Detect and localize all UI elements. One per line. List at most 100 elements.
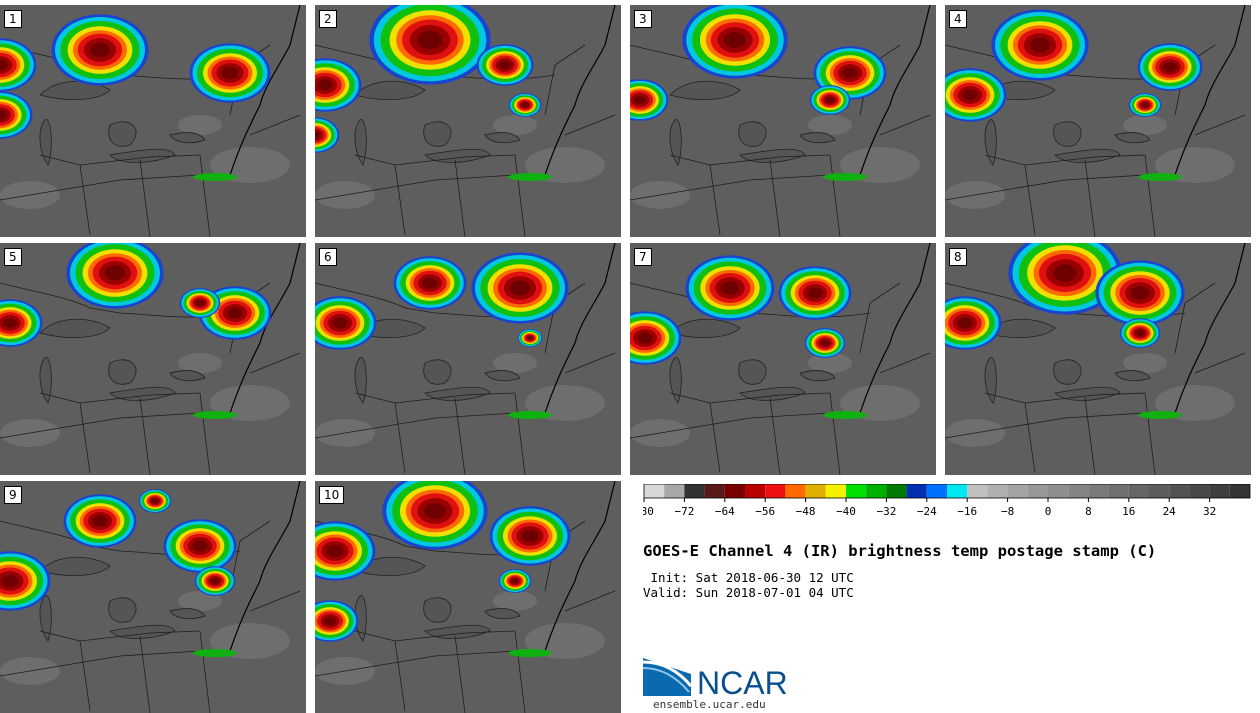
cloud-cell (498, 569, 532, 593)
cloud-cell (1008, 243, 1122, 315)
cloud-cell (315, 521, 376, 581)
colorbar-segment (987, 484, 1008, 498)
colorbar-segment (886, 484, 907, 498)
cloud-cell (471, 252, 569, 324)
cloud-cell (163, 519, 237, 573)
colorbar-tick-label: −48 (796, 505, 816, 518)
cloud-cell (1137, 43, 1203, 91)
colorbar-segment (684, 484, 705, 498)
forecast-panel-8: 8 (945, 243, 1251, 475)
cloud-cell (179, 288, 221, 318)
colorbar-tick-label: −24 (917, 505, 937, 518)
cloud-cell (369, 5, 491, 85)
panel-number-label: 10 (319, 486, 345, 504)
cloud-cell (0, 91, 33, 139)
colorbar-segment (785, 484, 806, 498)
forecast-panel-3: 3 (630, 5, 936, 237)
colorbar-tick-label: 24 (1163, 505, 1177, 518)
cloud-cell (945, 68, 1007, 122)
forecast-panel-5: 5 (0, 243, 306, 475)
cloud-cell (63, 494, 137, 548)
colorbar-segment (967, 484, 988, 498)
cloud-cell (51, 14, 149, 86)
brightness-temp-map (945, 5, 1251, 237)
brightness-temp-map (315, 243, 621, 475)
cloud-cell (1128, 93, 1162, 117)
colorbar-segment (947, 484, 968, 498)
colorbar-tick-label: 16 (1122, 505, 1135, 518)
forecast-panel-6: 6 (315, 243, 621, 475)
cloud-cell (0, 299, 43, 347)
colorbar-segment (1128, 484, 1149, 498)
colorbar-tick-label: −80 (643, 505, 654, 518)
init-time: Init: Sat 2018-06-30 12 UTC (643, 570, 854, 585)
cloud-cell (517, 329, 543, 347)
brightness-temp-map (315, 481, 621, 713)
cloud-cell (315, 296, 377, 350)
cloud-cell (508, 93, 542, 117)
cloud-cell (945, 296, 1002, 350)
brightness-temp-map (630, 243, 936, 475)
cloud-cell (0, 38, 37, 92)
brightness-temp-map (945, 243, 1251, 475)
ncar-logo: NCAR (643, 658, 788, 698)
brightness-temp-map (0, 5, 306, 237)
colorbar-segment (1229, 484, 1250, 498)
forecast-panel-10: 10 (315, 481, 621, 713)
cloud-cell (66, 243, 164, 309)
colorbar-tick-label: −40 (836, 505, 856, 518)
cloud-cell (804, 328, 846, 358)
panel-number-label: 7 (634, 248, 652, 266)
panel-number-label: 5 (4, 248, 22, 266)
panel-number-label: 1 (4, 10, 22, 28)
colorbar-tick-label: −32 (876, 505, 896, 518)
colorbar-tick-label: −8 (1001, 505, 1014, 518)
cloud-cell (382, 481, 488, 550)
colorbar-tick-label: −64 (715, 505, 735, 518)
panel-number-label: 3 (634, 10, 652, 28)
cloud-cell (809, 85, 851, 115)
colorbar-segment (906, 484, 927, 498)
colorbar-segment (825, 484, 846, 498)
brightness-temp-map (0, 481, 306, 713)
cloud-cell (682, 5, 788, 79)
colorbar-segment (866, 484, 887, 498)
colorbar-segment (846, 484, 867, 498)
colorbar-segment (1048, 484, 1069, 498)
cloud-cell (315, 117, 340, 153)
forecast-panel-4: 4 (945, 5, 1251, 237)
forecast-panel-9: 9 (0, 481, 306, 713)
website-url: ensemble.ucar.edu (653, 698, 766, 711)
panel-number-label: 8 (949, 248, 967, 266)
colorbar-tick-label: 0 (1045, 505, 1052, 518)
colorbar-segment (724, 484, 745, 498)
cloud-cell (1119, 318, 1161, 348)
colorbar-tick-label: −56 (755, 505, 775, 518)
cloud-cell (778, 266, 852, 320)
cloud-cell (685, 255, 775, 321)
plot-title: GOES-E Channel 4 (IR) brightness temp po… (643, 542, 1157, 560)
brightness-temp-map (630, 5, 936, 237)
colorbar-segment (1027, 484, 1048, 498)
panel-number-label: 4 (949, 10, 967, 28)
colorbar-segment (704, 484, 725, 498)
cloud-cell (476, 44, 534, 86)
cloud-cell (194, 566, 236, 596)
colorbar-segment (1209, 484, 1230, 498)
colorbar-tick-label: 32 (1203, 505, 1216, 518)
colorbar-tick-label: 8 (1085, 505, 1092, 518)
colorbar-segment (644, 484, 665, 498)
valid-time: Valid: Sun 2018-07-01 04 UTC (643, 585, 854, 600)
colorbar-segment (1189, 484, 1210, 498)
panel-number-label: 9 (4, 486, 22, 504)
colorbar-segment (1149, 484, 1170, 498)
brightness-temp-map (0, 243, 306, 475)
colorbar-segment (765, 484, 786, 498)
colorbar-segment (926, 484, 947, 498)
cloud-cell (138, 489, 172, 513)
colorbar-segment (1169, 484, 1190, 498)
colorbar-segment (664, 484, 685, 498)
brightness-temp-map (315, 5, 621, 237)
panel-number-label: 6 (319, 248, 337, 266)
